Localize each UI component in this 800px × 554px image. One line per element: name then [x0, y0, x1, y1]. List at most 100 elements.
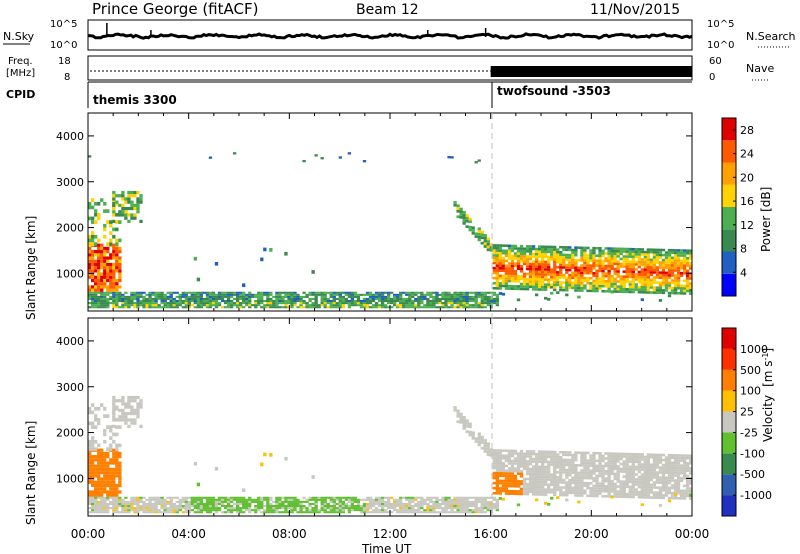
heatmap-cell: [604, 274, 608, 278]
heatmap-cell: [655, 253, 660, 257]
heatmap-cell: [655, 473, 660, 477]
heatmap-cell: [661, 276, 666, 280]
heatmap-cell: [223, 302, 228, 305]
heatmap-cell: [296, 297, 300, 300]
colorbar-tick-label: 16: [740, 195, 754, 208]
heatmap-cell: [655, 478, 660, 482]
heatmap-cell: [106, 272, 110, 276]
heatmap-cell: [589, 454, 593, 457]
heatmap-cell: [420, 511, 424, 514]
heatmap-cell: [151, 505, 155, 508]
heatmap-cell: [528, 270, 533, 273]
heatmap-cell: [525, 465, 530, 468]
heatmap-cell: [646, 260, 651, 264]
heatmap-cell: [377, 502, 382, 505]
heatmap-cell: [103, 428, 107, 433]
heatmap-cell: [396, 306, 400, 309]
heatmap-cell: [257, 505, 261, 508]
heatmap-cell: [583, 466, 587, 470]
heatmap-cell: [112, 243, 116, 247]
heatmap-cell: [483, 239, 487, 243]
heatmap-cell: [411, 500, 415, 503]
heatmap-cell: [468, 291, 472, 294]
heatmap-cell: [91, 403, 95, 407]
heatmap-cell: [115, 461, 119, 465]
heatmap-cell: [127, 302, 131, 305]
heatmap-cell: [489, 496, 493, 499]
heatmap-cell: [124, 402, 128, 406]
heatmap-cell: [519, 249, 524, 253]
heatmap-cell: [643, 465, 647, 469]
heatmap-cell: [504, 472, 509, 475]
heatmap-cell: [640, 248, 644, 251]
heatmap-cell: [628, 480, 632, 484]
y-tick-label: 4000: [56, 130, 84, 143]
heatmap-cell: [332, 502, 336, 505]
heatmap-cell: [456, 297, 460, 300]
heatmap-cell: [350, 509, 355, 512]
heatmap-cell: [679, 471, 684, 475]
heatmap-cell: [658, 251, 663, 254]
heatmap-cell: [637, 250, 641, 254]
heatmap-cell: [181, 306, 185, 309]
heatmap-cell: [477, 443, 481, 447]
heatmap-cell: [160, 511, 164, 514]
heatmap-cell: [299, 297, 303, 300]
heatmap-cell: [607, 259, 611, 263]
heatmap-cell: [634, 268, 638, 271]
heatmap-cell: [263, 505, 267, 508]
heatmap-cell: [528, 275, 533, 278]
heatmap-cell: [332, 496, 336, 499]
heatmap-cell: [154, 511, 158, 514]
heatmap-cell: [559, 250, 563, 254]
heatmap-cell: [492, 459, 496, 462]
heatmap-cell: [688, 497, 693, 500]
heatmap-cell: [516, 459, 521, 463]
heatmap-cell: [507, 284, 512, 288]
heatmap-cell: [145, 511, 149, 514]
heatmap-cell: [151, 293, 155, 296]
heatmap-cell: [112, 304, 116, 307]
heatmap-cell: [405, 302, 409, 305]
heatmap-cell: [495, 481, 500, 485]
heatmap-cell: [278, 295, 282, 298]
heatmap-cell: [565, 246, 569, 249]
heatmap-cell: [637, 270, 641, 274]
heatmap-cell: [223, 511, 228, 514]
heatmap-cell: [679, 492, 684, 495]
heatmap-cell: [356, 509, 361, 512]
heatmap-cell: [489, 248, 493, 252]
heatmap-cell: [435, 297, 439, 300]
heatmap-cell: [577, 464, 581, 467]
heatmap-cell: [420, 505, 424, 508]
heatmap-cell: [118, 210, 122, 214]
heatmap-cell: [296, 295, 300, 298]
heatmap-cell: [444, 502, 448, 505]
heatmap-cell: [97, 448, 101, 452]
heatmap-cell: [350, 297, 355, 300]
heatmap-cell: [601, 282, 605, 285]
heatmap-cell: [97, 266, 101, 270]
heatmap-cell: [417, 291, 421, 294]
heatmap-cell: [281, 302, 285, 305]
heatmap-cell: [553, 481, 557, 484]
x-tick-label: 04:00: [171, 527, 206, 541]
heatmap-cell: [495, 469, 500, 472]
heatmap-cell: [501, 469, 506, 473]
x-tick-label: 16:00: [473, 527, 508, 541]
heatmap-cell: [474, 496, 478, 499]
heatmap-cell: [103, 250, 107, 254]
heatmap-cell: [441, 509, 445, 512]
heatmap-cell: [637, 470, 641, 474]
heatmap-cell: [507, 267, 512, 270]
heatmap-cell: [673, 291, 678, 295]
heatmap-cell: [495, 287, 500, 290]
heatmap-cell: [190, 498, 194, 501]
heatmap-cell: [94, 509, 98, 512]
heatmap-cell: [109, 297, 113, 300]
heatmap-cell: [471, 509, 475, 512]
heatmap-cell: [625, 288, 629, 291]
heatmap-cell: [441, 302, 445, 305]
heatmap-cell: [534, 493, 539, 496]
